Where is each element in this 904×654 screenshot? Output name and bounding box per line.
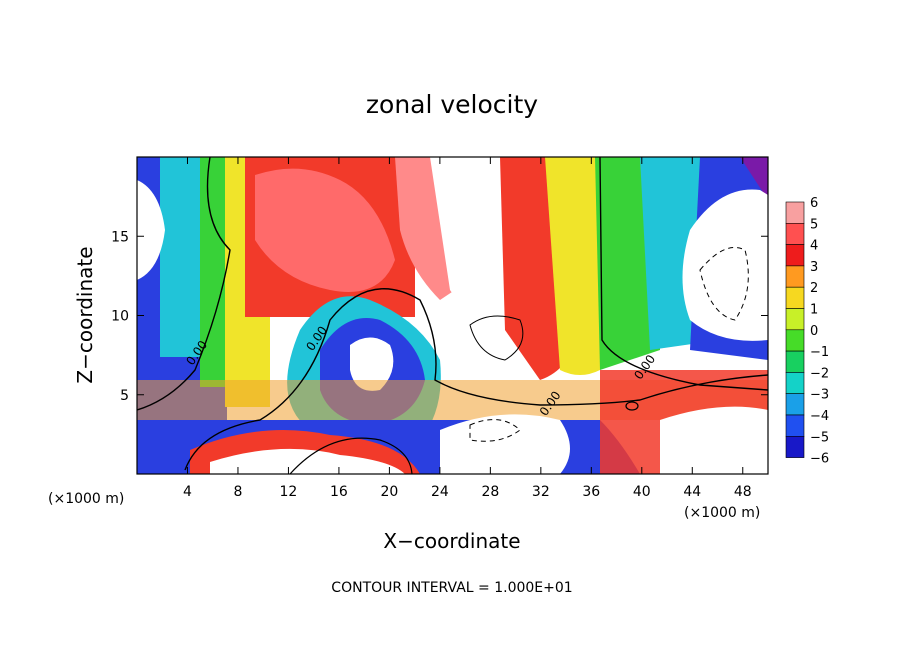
- x-axis-unit: (×1000 m): [684, 505, 760, 521]
- colorbar-swatch: [785, 244, 805, 267]
- colorbar-swatch: [785, 414, 805, 437]
- field-band-bottom-white: [210, 448, 405, 474]
- field-region-white-bottom: [440, 414, 570, 474]
- y-tick-label: 15: [111, 229, 129, 245]
- colorbar-label: 6: [810, 196, 818, 211]
- colorbar-label: 5: [810, 217, 818, 232]
- colorbar-label: −6: [810, 452, 829, 467]
- colorbar-swatch: [785, 350, 805, 373]
- x-tick-label: 28: [481, 484, 499, 500]
- colorbar-swatch: [785, 393, 805, 416]
- x-axis-label: X−coordinate: [383, 529, 520, 553]
- field-core-red: [255, 168, 395, 292]
- colorbar-label: 3: [810, 260, 818, 275]
- contour-zero-right: [599, 157, 768, 391]
- field-band-right-purple: [740, 157, 768, 200]
- x-tick-label: 8: [233, 484, 242, 500]
- chart-title: zonal velocity: [366, 90, 538, 119]
- x-tick-label: 12: [280, 484, 298, 500]
- colorbar-swatch: [785, 201, 805, 224]
- colorbar-label: −2: [810, 366, 829, 381]
- y-axis-label: Z−coordinate: [73, 246, 97, 383]
- colorbar-label: −5: [810, 430, 829, 445]
- field-region-white-top: [430, 157, 505, 320]
- x-tick-label: 16: [330, 484, 348, 500]
- colorbar-swatch: [785, 372, 805, 394]
- y-tick-label: 5: [120, 388, 129, 404]
- x-tick-label: 48: [734, 484, 752, 500]
- x-tick-label: 40: [633, 484, 651, 500]
- colorbar-label: −1: [810, 345, 829, 360]
- y-tick-label: 10: [111, 309, 129, 325]
- field-vortex-white: [350, 337, 394, 391]
- field-region-white-left: [137, 180, 165, 280]
- contour-zero-middle: [184, 288, 768, 471]
- contour-closed-small: [625, 401, 639, 411]
- field-region-white-bottom-right: [660, 406, 768, 474]
- colorbar-swatch: [785, 308, 805, 331]
- colorbar-label: −3: [810, 388, 829, 403]
- x-tick-label: 20: [380, 484, 398, 500]
- colorbar-label: 1: [810, 303, 818, 318]
- contour-dashed-bottom: [469, 419, 521, 442]
- field-region-white-right: [682, 189, 768, 341]
- colorbar-swatch: [785, 435, 805, 458]
- colorbar-swatch: [785, 223, 805, 245]
- colorbar-swatch: [785, 329, 805, 352]
- contour-dashed-right: [699, 247, 749, 321]
- y-axis-unit: (×1000 m): [48, 491, 124, 507]
- x-tick-label: 44: [683, 484, 701, 500]
- contour-interval-text: CONTOUR INTERVAL = 1.000E+01: [331, 580, 572, 596]
- x-axis-ticks: 4 8 12 16 20 24 28 32 36 40 44 48: [183, 157, 752, 500]
- colorbar-label: −4: [810, 409, 829, 424]
- x-tick-label: 36: [582, 484, 600, 500]
- colorbar-label: 4: [810, 239, 818, 254]
- x-tick-label: 32: [532, 484, 550, 500]
- contour-closed-center: [469, 315, 524, 361]
- y-axis-ticks: 5 10 15: [111, 229, 768, 404]
- contour-zero-bottom: [289, 437, 413, 474]
- x-tick-label: 4: [183, 484, 192, 500]
- colorbar-swatch: [785, 286, 805, 309]
- field-band-right-yellow: [545, 157, 600, 375]
- velocity-field: 0.00 0.000.000.00: [137, 157, 768, 474]
- colorbar-label: 2: [810, 281, 818, 296]
- colorbar-label: 0: [810, 324, 818, 339]
- x-tick-label: 24: [431, 484, 449, 500]
- contour-zero-left: [137, 157, 231, 411]
- colorbar: 6 5 4 3 2 1 0 −1 −2 −3 −4 −5 −6: [785, 196, 829, 467]
- colorbar-swatch: [785, 265, 805, 288]
